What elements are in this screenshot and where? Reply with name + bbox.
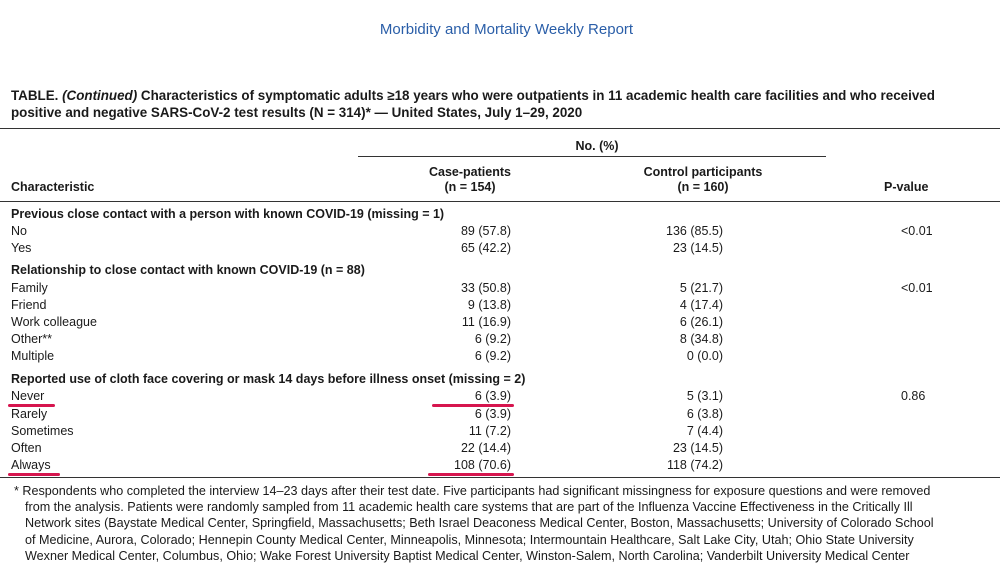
row-case-value: 65 (42.2) [460,241,511,255]
table-row: Previous close contact with a person wit… [11,206,1000,223]
row-characteristic: Rarely [11,407,48,421]
row-characteristic: Multiple [11,349,55,363]
case-n: (n = 154) [444,180,496,194]
col-header-control: Control participants (n = 160) [618,165,788,195]
row-characteristic: Sometimes [11,424,74,438]
row-characteristic: Work colleague [11,315,97,329]
bottom-rule [0,477,1000,479]
col-group-rule [358,156,826,157]
highlight-underline-never-case [432,404,514,407]
highlight-underline-always [8,473,60,476]
title-line-1: Characteristics of symptomatic adults ≥1… [137,88,935,103]
col-group-header: No. (%) [575,139,619,153]
table-row: Work colleague 11 (16.9) 6 (26.1) [11,314,1000,331]
row-pvalue: <0.01 [901,281,933,295]
table-row: Never 6 (3.9) 5 (3.1) 0.86 [11,388,1000,405]
control-label: Control participants [643,165,763,179]
table-row: Multiple 6 (9.2) 0 (0.0) [11,348,1000,365]
row-case-value: 6 (9.2) [474,332,511,346]
continued-label: (Continued) [62,88,138,103]
header-rule [0,201,1000,202]
section-heading: Reported use of cloth face covering or m… [11,372,526,386]
row-characteristic: No [11,224,27,238]
table-label: TABLE. [11,88,63,103]
footnote-line: from the analysis. Patients were randoml… [25,500,913,515]
table-row: Sometimes 11 (7.2) 7 (4.4) [11,423,1000,440]
row-control-value: 23 (14.5) [672,241,723,255]
title-line-2: positive and negative SARS-CoV-2 test re… [11,105,583,120]
table-row: No 89 (57.8) 136 (85.5) <0.01 [11,223,1000,240]
row-case-value: 33 (50.8) [460,281,511,295]
table-row: Other** 6 (9.2) 8 (34.8) [11,331,1000,348]
row-pvalue: 0.86 [901,389,926,403]
footnote-line: of Medicine, Aurora, Colorado; Hennepin … [25,532,914,547]
row-pvalue: <0.01 [901,224,933,238]
section-heading: Previous close contact with a person wit… [11,207,445,221]
row-control-value: 8 (34.8) [679,332,723,346]
row-case-value: 6 (9.2) [474,349,511,363]
row-control-value: 6 (3.8) [686,407,723,421]
row-case-value: 89 (57.8) [460,224,511,238]
footnote-line: * Respondents who completed the intervie… [14,484,931,498]
highlight-underline-always-case [428,473,514,476]
row-case-value: 6 (3.9) [474,389,511,403]
row-control-value: 23 (14.5) [672,441,723,455]
journal-header: Morbidity and Mortality Weekly Report [379,21,634,38]
row-case-value: 108 (70.6) [454,458,511,472]
row-characteristic: Friend [11,298,47,312]
top-rule [0,128,1000,130]
table-row: Reported use of cloth face covering or m… [11,371,1000,388]
row-control-value: 136 (85.5) [666,224,723,238]
section-heading: Relationship to close contact with known… [11,263,365,277]
col-header-characteristic: Characteristic [11,180,95,194]
control-n: (n = 160) [677,180,729,194]
footnote: * Respondents who completed the intervie… [14,483,1000,564]
row-control-value: 7 (4.4) [686,424,723,438]
table-row: Always 108 (70.6) 118 (74.2) [11,457,1000,474]
table-row: Friend 9 (13.8) 4 (17.4) [11,297,1000,314]
footnote-line: Wexner Medical Center, Columbus, Ohio; W… [25,548,910,563]
row-characteristic: Often [11,441,42,455]
case-label: Case-patients [429,165,511,179]
row-control-value: 118 (74.2) [666,458,723,472]
col-header-pvalue: P-value [884,180,929,194]
table-row: Relationship to close contact with known… [11,262,1000,279]
row-characteristic: Yes [11,241,32,255]
row-characteristic: Never [11,389,45,403]
row-case-value: 11 (16.9) [461,315,511,329]
row-case-value: 9 (13.8) [467,298,511,312]
row-control-value: 0 (0.0) [686,349,723,363]
row-case-value: 22 (14.4) [460,441,511,455]
row-control-value: 6 (26.1) [679,315,723,329]
highlight-underline-never [8,404,55,407]
row-case-value: 11 (7.2) [468,424,511,438]
table-row: Yes 65 (42.2) 23 (14.5) [11,240,1000,257]
row-characteristic: Other** [11,332,52,346]
table-row: Family 33 (50.8) 5 (21.7) <0.01 [11,280,1000,297]
table-title: TABLE. (Continued) Characteristics of sy… [11,87,1000,121]
footnote-line: Network sites (Baystate Medical Center, … [25,516,934,531]
row-characteristic: Family [11,281,48,295]
row-control-value: 5 (3.1) [686,389,723,403]
row-control-value: 5 (21.7) [679,281,723,295]
row-control-value: 4 (17.4) [679,298,723,312]
table-row: Often 22 (14.4) 23 (14.5) [11,440,1000,457]
row-case-value: 6 (3.9) [474,407,511,421]
table-row: Rarely 6 (3.9) 6 (3.8) [11,406,1000,423]
row-characteristic: Always [11,458,51,472]
col-header-case: Case-patients (n = 154) [390,165,550,195]
